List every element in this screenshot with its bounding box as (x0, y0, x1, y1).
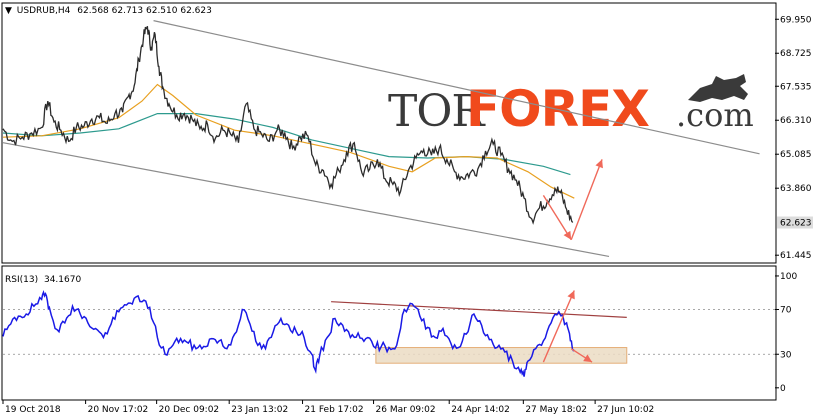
x-tick-label: 26 Mar 09:02 (376, 405, 436, 415)
current-price-box (777, 216, 813, 229)
ma-short-line (2, 83, 575, 199)
y-tick-label: 62.623 (780, 219, 812, 229)
rsi-plot (2, 289, 775, 377)
rsi-support-zone (375, 347, 628, 364)
y-tick-label: 65.085 (780, 150, 812, 160)
ohlc-values: 62.568 62.713 62.510 62.623 (77, 6, 212, 16)
x-tick-label: 27 May 18:02 (525, 405, 587, 415)
rsi-forecast-arrow-2 (542, 290, 575, 363)
rsi-plot-frame (1, 265, 777, 401)
symbol-header: ▼ USDRUB,H4 62.568 62.713 62.510 62.623 (5, 6, 212, 16)
rsi-header: RSI(13) 34.1670 (5, 275, 81, 285)
rsi-y-tick-label: 0 (780, 384, 786, 394)
main-plot-frame (1, 2, 777, 264)
y-tick-label: 66.310 (780, 116, 812, 126)
y-tick-label: 69.950 (780, 15, 812, 25)
forecast-arrow-2 (570, 159, 603, 241)
x-tick-label: 21 Feb 17:02 (305, 405, 364, 415)
y-tick-label: 68.725 (780, 49, 812, 59)
watermark-logo: TOR FOREX .com (388, 74, 754, 138)
channel-upper-line (153, 20, 760, 155)
rsi-value: 34.1670 (44, 275, 81, 285)
rsi-y-tick-label: 100 (780, 272, 797, 282)
y-tick-label: 61.445 (780, 251, 812, 261)
forecast-arrow-1-head (563, 230, 572, 240)
channel-lower-line (2, 142, 610, 258)
logo-com: .com (676, 96, 754, 134)
rsi-forecast-arrow-2-head (567, 290, 575, 300)
x-tick-label: 20 Nov 17:02 (88, 405, 149, 415)
x-tick-label: 23 Jan 13:02 (231, 405, 288, 415)
price-series-line (2, 26, 574, 225)
rsi-y-tick-label: 30 (780, 350, 792, 360)
collapse-triangle-icon[interactable]: ▼ (5, 6, 12, 16)
x-tick-label: 27 Jun 10:02 (597, 405, 654, 415)
rsi-series-line (2, 289, 575, 377)
rsi-forecast-arrow-1-head (583, 354, 593, 363)
rsi-y-tick-label: 70 (780, 306, 792, 316)
x-tick-label: 24 Apr 14:02 (451, 405, 510, 415)
x-tick-label: 19 Oct 2018 (5, 405, 61, 415)
y-tick-label: 63.860 (780, 184, 812, 194)
rsi-title: RSI(13) (5, 275, 38, 285)
y-tick-label: 67.535 (780, 82, 812, 92)
main-plot (2, 20, 760, 258)
symbol-label: USDRUB,H4 (17, 6, 71, 16)
forecast-arrow-1 (542, 195, 572, 241)
rsi-resistance-line (331, 301, 627, 318)
logo-tor: TOR (388, 86, 486, 137)
bull-bear-logo-icon (688, 74, 748, 102)
x-tick-label: 20 Dec 09:02 (159, 405, 220, 415)
forecast-arrow-2-head (595, 159, 603, 169)
